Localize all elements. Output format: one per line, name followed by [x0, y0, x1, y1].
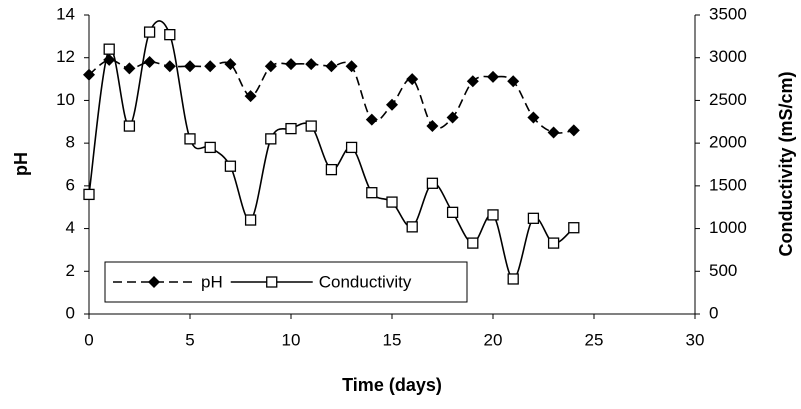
diamond-marker — [83, 68, 95, 81]
square-marker — [305, 120, 317, 132]
square-marker — [366, 187, 378, 199]
square-marker — [184, 133, 196, 145]
y-tick-label: 12 — [56, 47, 75, 66]
diamond-marker — [264, 60, 277, 73]
x-tick-label: 25 — [585, 330, 604, 349]
square-marker — [547, 237, 560, 249]
y2-tick-label: 0 — [709, 303, 718, 322]
diamond-marker — [123, 62, 136, 75]
diamond-marker — [507, 75, 520, 88]
diamond-marker — [325, 60, 338, 73]
diamond-marker — [163, 60, 176, 73]
square-marker — [265, 133, 277, 145]
y-axis-title: pH — [11, 152, 31, 176]
square-marker — [426, 177, 439, 189]
y-tick-label: 4 — [66, 218, 75, 237]
diamond-marker — [285, 58, 297, 71]
square-marker — [386, 196, 398, 208]
y-tick-label: 14 — [56, 4, 75, 23]
y2-tick-label: 3000 — [709, 47, 747, 66]
diamond-marker — [345, 60, 358, 73]
diamond-marker — [224, 58, 237, 71]
y2-tick-label: 1500 — [709, 175, 747, 194]
x-tick-label: 5 — [185, 330, 194, 349]
y2-tick-label: 2500 — [709, 90, 747, 109]
square-marker — [345, 141, 358, 154]
diamond-marker — [143, 55, 156, 68]
diamond-marker — [567, 124, 580, 137]
x-axis-title: Time (days) — [342, 375, 442, 395]
y-tick-label: 2 — [66, 261, 75, 280]
x-tick-label: 30 — [686, 330, 705, 349]
square-marker — [224, 160, 237, 172]
square-marker — [204, 141, 216, 154]
square-marker — [266, 276, 278, 288]
square-marker — [285, 122, 297, 135]
diamond-marker — [406, 73, 419, 86]
square-marker — [406, 221, 418, 233]
diamond-marker — [204, 60, 217, 73]
square-marker — [467, 237, 479, 249]
diamond-marker — [466, 75, 479, 88]
diamond-marker — [426, 120, 439, 133]
legend-box — [104, 261, 468, 303]
square-marker — [83, 188, 95, 201]
square-marker — [507, 273, 519, 285]
y2-tick-label: 1000 — [709, 218, 747, 237]
square-marker — [446, 206, 459, 218]
square-marker — [103, 43, 115, 55]
diamond-marker — [547, 126, 560, 139]
y2-tick-label: 500 — [709, 261, 737, 280]
y2-tick-label: 3500 — [709, 4, 747, 23]
y2-axis-title: Conductivity (mS/cm) — [776, 71, 796, 256]
diamond-marker — [244, 90, 257, 103]
square-marker — [568, 222, 580, 234]
diamond-marker — [446, 111, 459, 124]
x-tick-label: 15 — [383, 330, 402, 349]
diamond-marker — [386, 98, 398, 111]
y-tick-label: 0 — [66, 303, 75, 322]
legend-label: Conductivity — [319, 272, 412, 291]
diamond-marker — [487, 70, 499, 83]
square-marker — [244, 214, 257, 226]
x-tick-label: 20 — [484, 330, 503, 349]
square-marker — [527, 212, 540, 224]
diamond-marker — [365, 113, 378, 126]
square-marker — [487, 209, 499, 221]
diamond-marker — [305, 58, 318, 71]
y2-tick-label: 2000 — [709, 133, 747, 152]
y-tick-label: 6 — [66, 175, 75, 194]
y-tick-label: 10 — [56, 90, 75, 109]
y-tick-label: 8 — [66, 133, 75, 152]
x-tick-label: 10 — [282, 330, 301, 349]
diamond-marker — [148, 276, 160, 288]
diamond-marker — [184, 60, 196, 73]
series-line — [88, 20, 575, 280]
square-marker — [123, 120, 136, 132]
legend-label: pH — [201, 272, 223, 291]
x-tick-label: 0 — [84, 330, 93, 349]
square-marker — [143, 26, 156, 38]
square-marker — [164, 28, 176, 41]
square-marker — [325, 163, 338, 176]
diamond-marker — [527, 111, 540, 124]
